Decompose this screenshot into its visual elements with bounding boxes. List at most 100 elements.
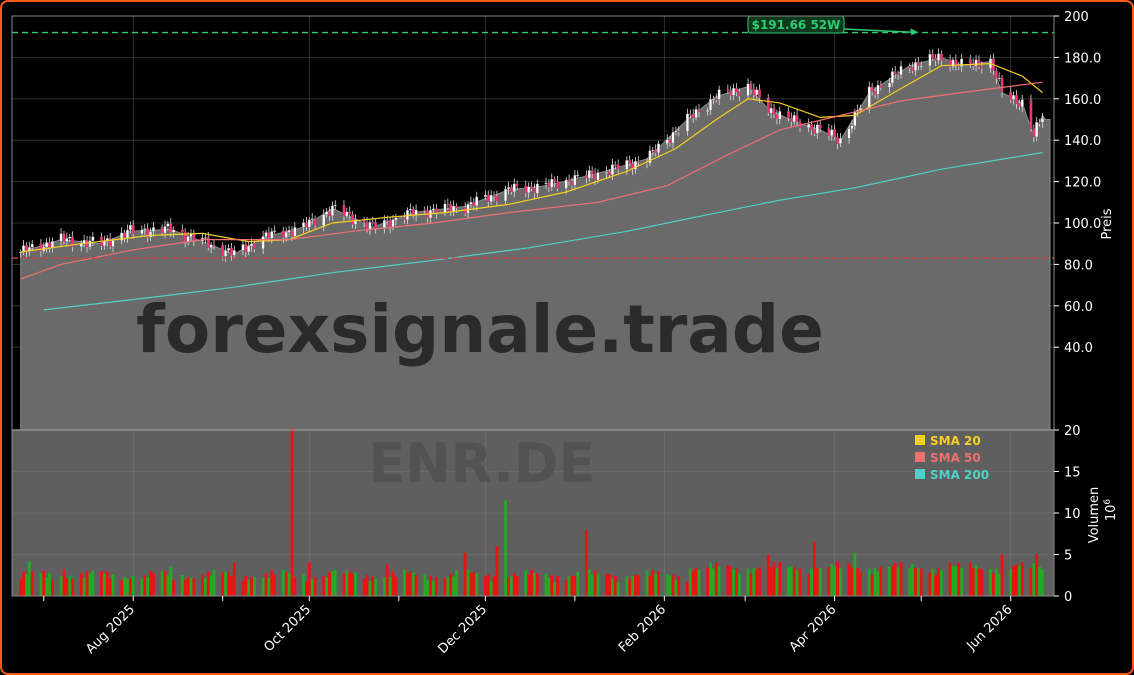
volume-bar-down bbox=[1035, 553, 1039, 596]
volume-bar-up bbox=[974, 565, 978, 596]
volume-bar-up bbox=[873, 568, 877, 596]
sma-lines bbox=[20, 62, 1043, 311]
candle-up bbox=[928, 53, 932, 66]
volume-bar-up bbox=[989, 568, 992, 596]
candle-up bbox=[674, 130, 678, 133]
candle-up bbox=[792, 115, 796, 122]
volume-bar-down bbox=[365, 574, 369, 596]
candle-up bbox=[807, 124, 811, 129]
volume-bar-down bbox=[957, 562, 961, 596]
candle-up bbox=[102, 240, 106, 246]
volume-bar-down bbox=[1015, 564, 1018, 596]
volume-bar-up bbox=[452, 576, 456, 596]
volume-bar-up bbox=[281, 570, 285, 596]
candle-down bbox=[968, 58, 972, 64]
volume-bar-up bbox=[423, 573, 427, 596]
candle-up bbox=[475, 196, 479, 207]
volume-bar-down bbox=[186, 577, 190, 596]
volume-bar-down bbox=[229, 576, 233, 596]
candle-up bbox=[778, 111, 782, 120]
candle-up bbox=[273, 230, 277, 232]
volume-bar-down bbox=[991, 573, 995, 596]
volume-bar-up bbox=[169, 566, 173, 596]
volume-bar-up bbox=[403, 569, 406, 596]
candle-up bbox=[232, 250, 236, 256]
candle-down bbox=[180, 229, 184, 233]
candle-up bbox=[163, 226, 167, 234]
candle-up bbox=[227, 247, 230, 251]
candle-down bbox=[714, 98, 718, 101]
candle-up bbox=[867, 86, 871, 109]
candle-up bbox=[876, 84, 880, 95]
candle-down bbox=[160, 227, 164, 234]
candle-down bbox=[472, 202, 476, 207]
volume-bar-up bbox=[876, 571, 880, 596]
candle-down bbox=[212, 244, 216, 247]
volume-bar-up bbox=[388, 576, 392, 596]
volume-bar-down bbox=[570, 575, 574, 596]
volume-bar-up bbox=[553, 582, 557, 596]
candle-up bbox=[550, 179, 554, 188]
legend-swatch bbox=[915, 435, 925, 445]
volume-bar-down bbox=[847, 563, 851, 596]
volume-bar-up bbox=[126, 578, 129, 596]
candle-down bbox=[530, 186, 534, 189]
volume-bar-up bbox=[68, 576, 72, 596]
price-tick-label: 200 bbox=[1064, 10, 1089, 25]
volume-bar-down bbox=[42, 571, 46, 596]
volume-bar-down bbox=[968, 562, 972, 596]
volume-bar-up bbox=[1038, 566, 1041, 596]
candle-up bbox=[408, 208, 412, 211]
candle-down bbox=[304, 222, 308, 228]
volume-bar-up bbox=[91, 570, 95, 596]
volume-bar-down bbox=[971, 568, 975, 596]
volume-bar-down bbox=[1020, 562, 1024, 596]
candle-up bbox=[247, 245, 251, 253]
volume-bar-down bbox=[870, 574, 874, 596]
candle-up bbox=[391, 219, 395, 228]
candle-down bbox=[547, 182, 551, 188]
volume-bar-down bbox=[51, 579, 54, 596]
volume-bar-up bbox=[1032, 563, 1036, 596]
volume-bar-down bbox=[30, 571, 34, 596]
volume-bar-up bbox=[267, 577, 271, 596]
volume-bar-up bbox=[717, 566, 721, 596]
candle-down bbox=[62, 233, 66, 242]
volume-bar-up bbox=[166, 574, 170, 596]
candle-down bbox=[1029, 99, 1033, 129]
watermark-site: forexsignale.trade bbox=[136, 291, 824, 368]
candle-down bbox=[524, 185, 528, 193]
volume-bar-down bbox=[706, 567, 710, 596]
candle-down bbox=[515, 183, 519, 187]
candle-up bbox=[111, 240, 115, 247]
candle-up bbox=[504, 188, 508, 202]
candle-down bbox=[556, 181, 559, 189]
candle-up bbox=[483, 194, 487, 197]
volume-bar-up bbox=[732, 569, 736, 596]
volume-bar-down bbox=[827, 566, 831, 596]
candle-down bbox=[810, 124, 813, 130]
price-axis-ticks: 40.0 60.0 80.0 100.0 120.0 140.0 160.0 180.0 200 bbox=[1054, 10, 1101, 356]
candle-up bbox=[166, 223, 170, 227]
candle-up bbox=[368, 221, 372, 230]
candle-down bbox=[812, 129, 816, 134]
volume-bar-up bbox=[203, 578, 207, 596]
candle-up bbox=[128, 225, 132, 231]
candle-down bbox=[567, 179, 571, 182]
candle-up bbox=[250, 243, 254, 247]
volume-bar-up bbox=[1009, 569, 1013, 596]
volume-bar-down bbox=[564, 579, 568, 596]
volume-bar-up bbox=[752, 568, 756, 596]
candle-down bbox=[495, 195, 499, 202]
volume-bar-up bbox=[590, 574, 594, 596]
volume-bar-down bbox=[492, 575, 496, 596]
volume-bar-up bbox=[668, 575, 672, 596]
candle-up bbox=[732, 88, 736, 96]
candle-up bbox=[30, 243, 34, 248]
candle-up bbox=[755, 89, 759, 96]
candle-up bbox=[706, 110, 710, 112]
candle-down bbox=[668, 139, 672, 144]
volume-bar-up bbox=[1017, 565, 1021, 596]
volume-bar-down bbox=[172, 580, 176, 596]
candle-up bbox=[126, 229, 129, 238]
